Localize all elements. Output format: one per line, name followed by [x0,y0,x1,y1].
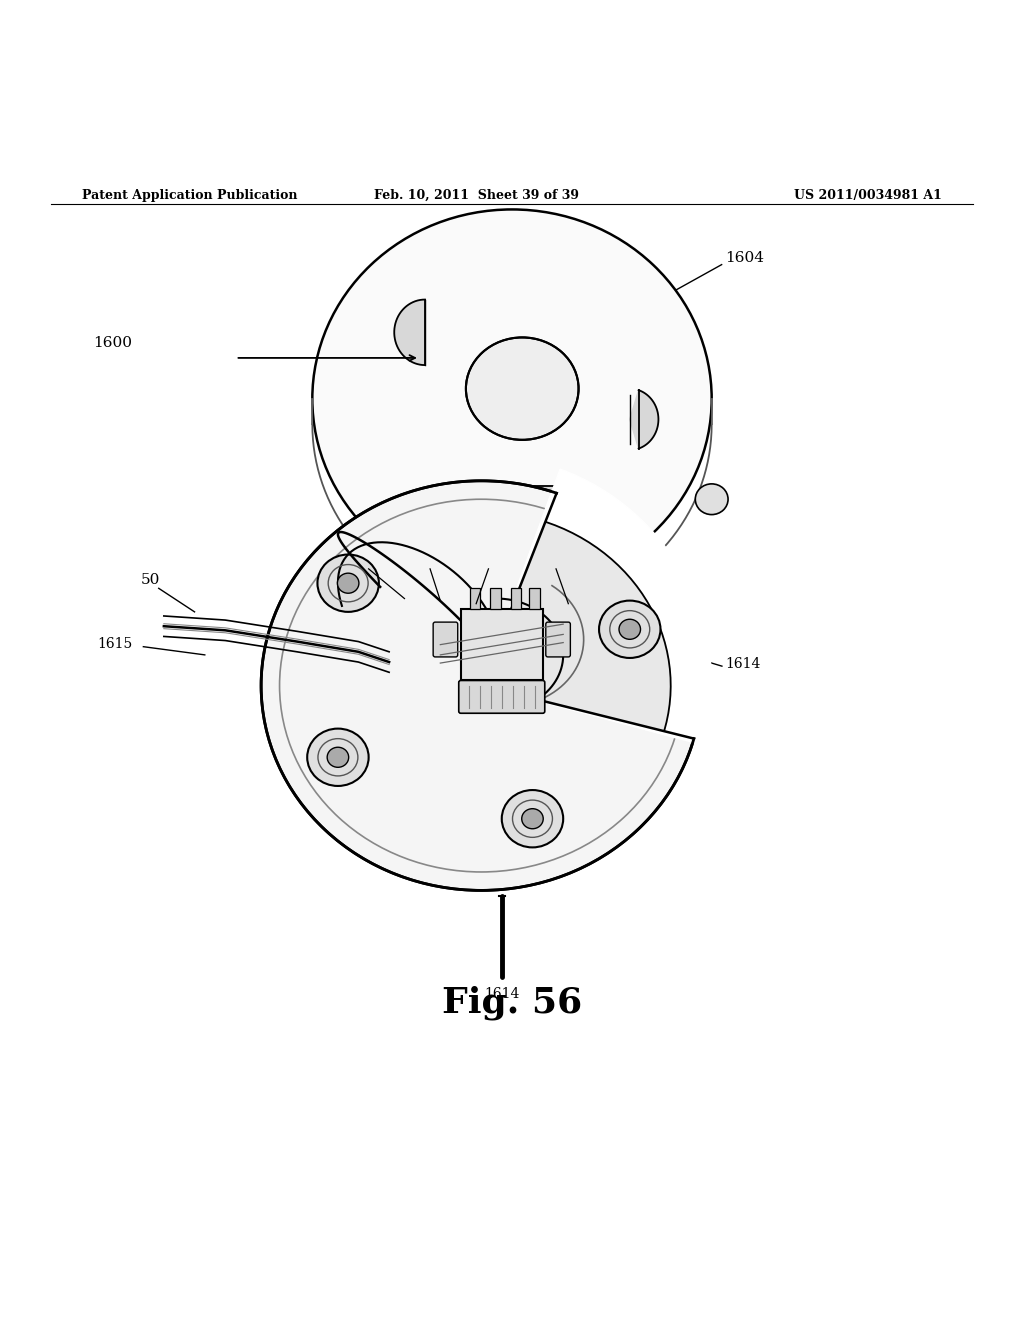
Ellipse shape [261,480,701,891]
Text: 1610: 1610 [415,552,450,566]
FancyBboxPatch shape [546,622,570,657]
Wedge shape [481,469,712,746]
Ellipse shape [312,210,712,589]
Bar [470,589,480,609]
Text: 1608: 1608 [353,552,388,566]
FancyBboxPatch shape [461,609,543,681]
Ellipse shape [502,791,563,847]
Text: 1600: 1600 [93,335,132,350]
Text: Feb. 10, 2011  Sheet 39 of 39: Feb. 10, 2011 Sheet 39 of 39 [374,189,579,202]
Text: 1602: 1602 [541,552,575,566]
Ellipse shape [599,601,660,657]
Polygon shape [499,486,566,508]
Ellipse shape [618,619,641,639]
Polygon shape [630,391,658,449]
Text: 1506: 1506 [473,552,508,566]
FancyBboxPatch shape [433,622,458,657]
Bar [529,589,540,609]
Bar [490,589,501,609]
Text: US 2011/0034981 A1: US 2011/0034981 A1 [795,189,942,202]
Text: Fig. 56: Fig. 56 [442,986,582,1020]
Text: 1615: 1615 [97,636,132,651]
Ellipse shape [317,554,379,612]
Polygon shape [481,521,671,731]
Ellipse shape [307,729,369,785]
Text: 1614: 1614 [484,987,519,1001]
Ellipse shape [466,338,579,440]
Polygon shape [394,300,425,366]
FancyBboxPatch shape [459,681,545,713]
Ellipse shape [327,747,348,767]
Ellipse shape [695,484,728,515]
Text: 1614: 1614 [725,657,761,671]
Ellipse shape [337,573,358,593]
Bar [511,589,521,609]
Text: Patent Application Publication: Patent Application Publication [82,189,297,202]
Wedge shape [481,496,683,738]
Ellipse shape [522,809,543,829]
Text: 1604: 1604 [725,251,764,264]
Text: 50: 50 [141,573,160,587]
